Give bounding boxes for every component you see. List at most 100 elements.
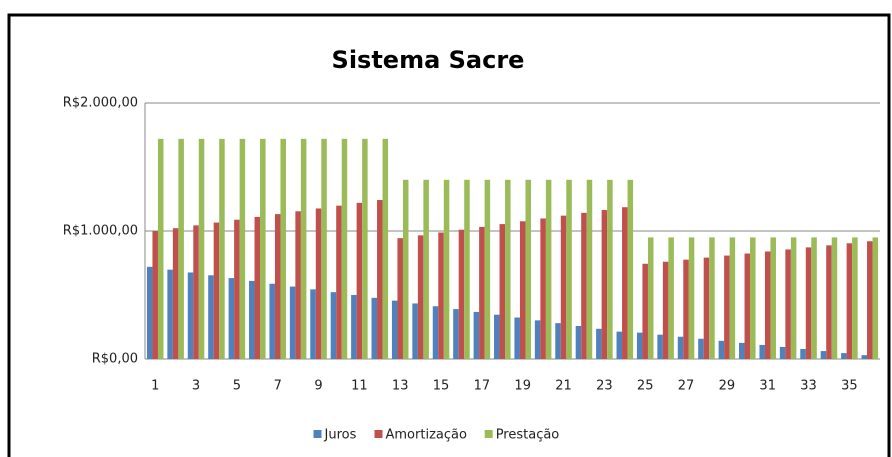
- legend-label: Prestação: [496, 428, 560, 443]
- x-tick-label: 31: [759, 379, 776, 394]
- x-tick-label: 23: [596, 379, 613, 394]
- bar: [499, 224, 506, 359]
- bar: [872, 237, 879, 359]
- bar: [636, 332, 643, 359]
- bar: [724, 255, 730, 359]
- bar: [779, 346, 786, 359]
- bar: [254, 216, 261, 359]
- bar: [193, 225, 199, 359]
- bar: [729, 237, 736, 359]
- bar: [219, 138, 225, 359]
- bar: [438, 232, 444, 359]
- bar: [417, 235, 424, 359]
- bar: [750, 237, 756, 359]
- bar: [805, 247, 812, 359]
- bar: [423, 179, 429, 359]
- x-tick-label: 11: [351, 379, 368, 394]
- bar: [647, 237, 654, 359]
- bar: [831, 237, 838, 359]
- x-tick-label: 19: [514, 379, 531, 394]
- bar: [677, 336, 684, 359]
- bar: [867, 241, 873, 359]
- bar: [479, 226, 485, 359]
- bar: [458, 229, 465, 359]
- bar: [759, 344, 765, 359]
- bar: [382, 138, 389, 359]
- bar: [683, 259, 689, 359]
- y-tick-label: R$1.000,00: [63, 224, 138, 239]
- bar: [596, 328, 602, 359]
- x-tick-label: 13: [392, 379, 409, 394]
- bar: [371, 297, 378, 359]
- bar: [616, 331, 623, 359]
- bar: [300, 138, 307, 359]
- bar: [581, 212, 587, 359]
- bar: [295, 211, 301, 359]
- bar: [152, 231, 158, 359]
- legend-swatch: [313, 430, 322, 438]
- bar: [575, 325, 582, 359]
- x-tick-label: 9: [314, 379, 322, 394]
- bar: [473, 311, 480, 359]
- bar: [274, 214, 281, 359]
- bar: [402, 179, 409, 359]
- bar: [698, 338, 704, 359]
- bar: [826, 245, 832, 359]
- bar: [607, 179, 613, 359]
- bar: [249, 280, 255, 359]
- bar: [330, 292, 337, 359]
- bar: [662, 261, 669, 359]
- bar: [505, 179, 511, 359]
- bar: [172, 228, 179, 359]
- bar: [310, 289, 316, 359]
- x-tick-label: 5: [233, 379, 241, 394]
- x-tick-label: 25: [637, 379, 654, 394]
- bar: [178, 138, 184, 359]
- bar: [861, 355, 868, 359]
- bar: [668, 237, 674, 359]
- bar: [443, 179, 450, 359]
- legend-label: Amortização: [386, 428, 467, 443]
- bar: [198, 138, 205, 359]
- x-tick-label: 3: [192, 379, 200, 394]
- bar: [321, 138, 327, 359]
- chart-title: Sistema Sacre: [332, 46, 525, 74]
- bar: [228, 278, 235, 359]
- bar: [560, 215, 567, 359]
- bar: [208, 275, 214, 359]
- x-tick-label: 1: [151, 379, 159, 394]
- bar: [601, 210, 608, 359]
- bar: [627, 179, 634, 359]
- bar: [514, 317, 520, 359]
- bar: [351, 295, 357, 359]
- y-tick-label: R$0,00: [92, 352, 138, 367]
- bar: [811, 237, 817, 359]
- bar: [187, 272, 194, 359]
- bar: [269, 283, 275, 359]
- bar: [642, 263, 648, 359]
- bar: [764, 251, 771, 359]
- bar: [432, 306, 439, 359]
- bar: [519, 221, 526, 359]
- bar: [800, 349, 806, 359]
- bar: [260, 138, 266, 359]
- bar: [315, 208, 322, 359]
- bar: [820, 351, 827, 359]
- bar: [464, 179, 470, 359]
- bar: [377, 200, 383, 359]
- x-tick-label: 7: [274, 379, 282, 394]
- bar: [688, 237, 695, 359]
- bar: [453, 309, 459, 359]
- bar: [213, 222, 220, 359]
- bar: [484, 179, 491, 359]
- bar: [718, 340, 725, 359]
- bar: [341, 138, 348, 359]
- bar: [770, 237, 776, 359]
- legend-swatch: [374, 430, 383, 438]
- bar: [586, 179, 593, 359]
- x-tick-label: 21: [555, 379, 572, 394]
- bar: [534, 320, 541, 359]
- bar: [412, 303, 418, 359]
